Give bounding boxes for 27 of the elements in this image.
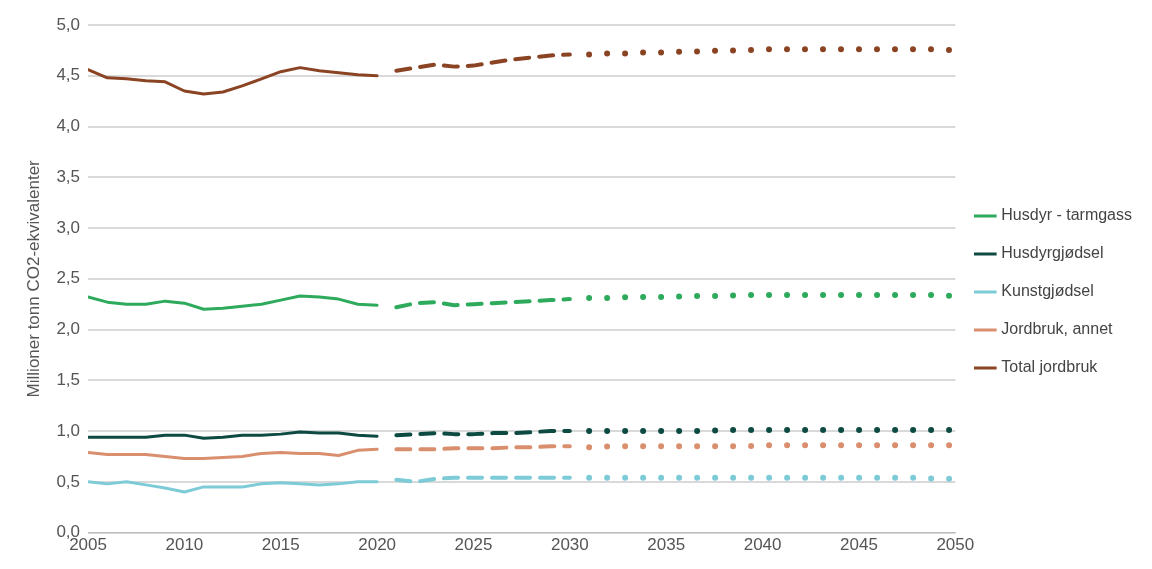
x-tick-label: 2050 (936, 535, 975, 555)
line-series (394, 297, 572, 310)
legend-label: Kunstgjødsel (1001, 282, 1094, 300)
y-tick-label: 4,0 (56, 116, 81, 136)
x-tick-label: 2035 (647, 535, 686, 555)
x-tick-label: 2045 (840, 535, 878, 555)
x-tick-label: 2020 (358, 535, 397, 555)
y-tick-label: 5,0 (56, 14, 81, 34)
legend-label: Husdyrgjødsel (1001, 244, 1104, 262)
x-tick-label: 2015 (261, 535, 300, 555)
x-tick-label: 2010 (165, 535, 204, 555)
x-tick-label: 2040 (743, 535, 782, 555)
x-tick-label: 2030 (550, 535, 589, 555)
y-axis-title: Millioner tonn CO2-ekvivalenter (23, 159, 43, 398)
y-tick-label: 3,5 (56, 166, 81, 186)
y-tick-label: 2,5 (56, 268, 81, 288)
legend-label: Total jordbruk (1001, 358, 1099, 376)
legend-label: Jordbruk, annet (1001, 320, 1114, 338)
line-series (394, 52, 572, 73)
y-tick-label: 2,0 (56, 319, 81, 339)
y-tick-label: 0,5 (56, 471, 81, 491)
legend-label: Husdyr - tarmgass (1001, 206, 1133, 224)
y-tick-label: 1,0 (56, 420, 81, 440)
x-tick-label: 2025 (454, 535, 493, 555)
y-tick-label: 4,5 (56, 65, 81, 85)
y-tick-label: 1,5 (56, 370, 81, 390)
y-tick-label: 3,0 (56, 217, 81, 237)
